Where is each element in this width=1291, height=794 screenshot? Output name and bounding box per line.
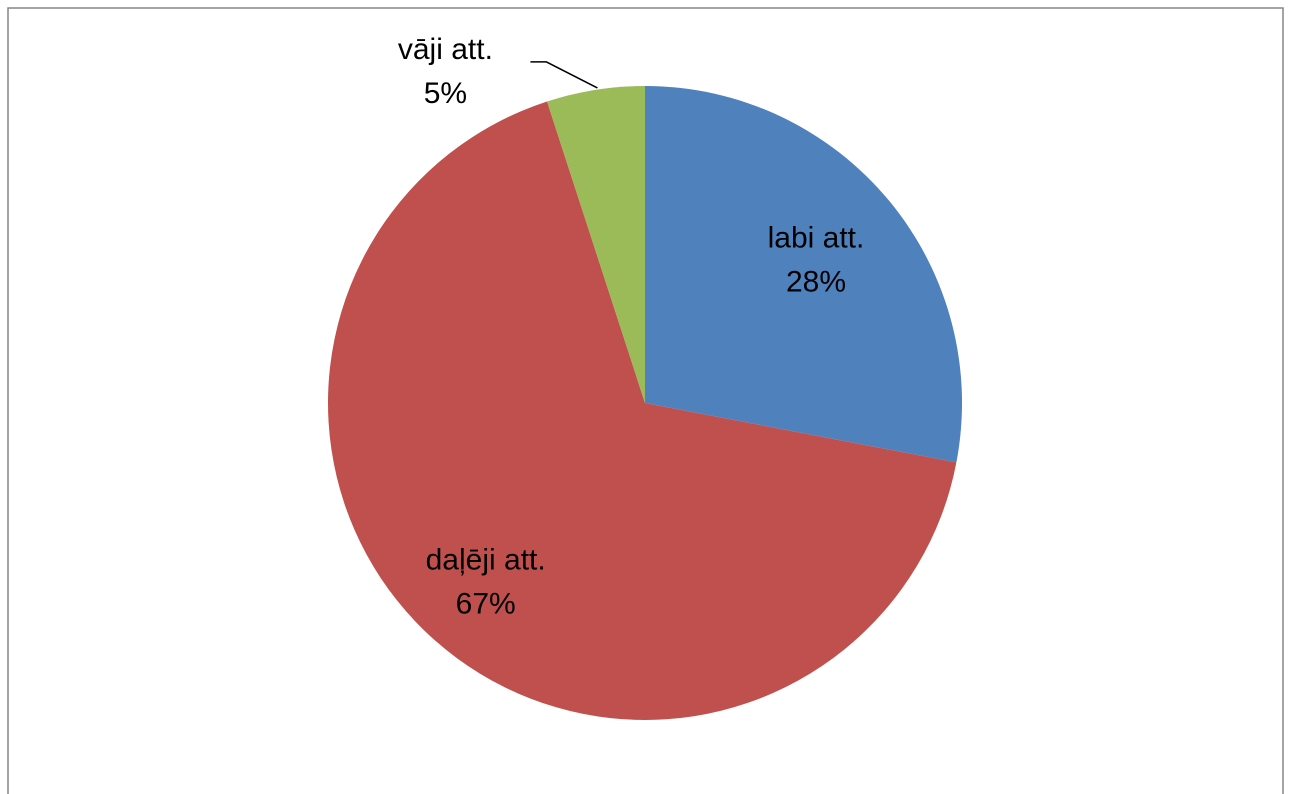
- leader-line: [530, 61, 598, 89]
- data-label-value: 67%: [456, 588, 516, 621]
- data-label-value: 28%: [786, 265, 846, 298]
- data-label-category: labi att.: [768, 221, 865, 254]
- data-label-category: daļēji att.: [426, 544, 546, 577]
- pie-slice: [645, 86, 962, 463]
- pie-slice: [328, 101, 957, 721]
- data-label-value: 5%: [424, 77, 467, 110]
- pie-slice: [547, 86, 645, 403]
- data-label-category: vāji att.: [398, 33, 493, 66]
- chart-frame: [7, 7, 1284, 794]
